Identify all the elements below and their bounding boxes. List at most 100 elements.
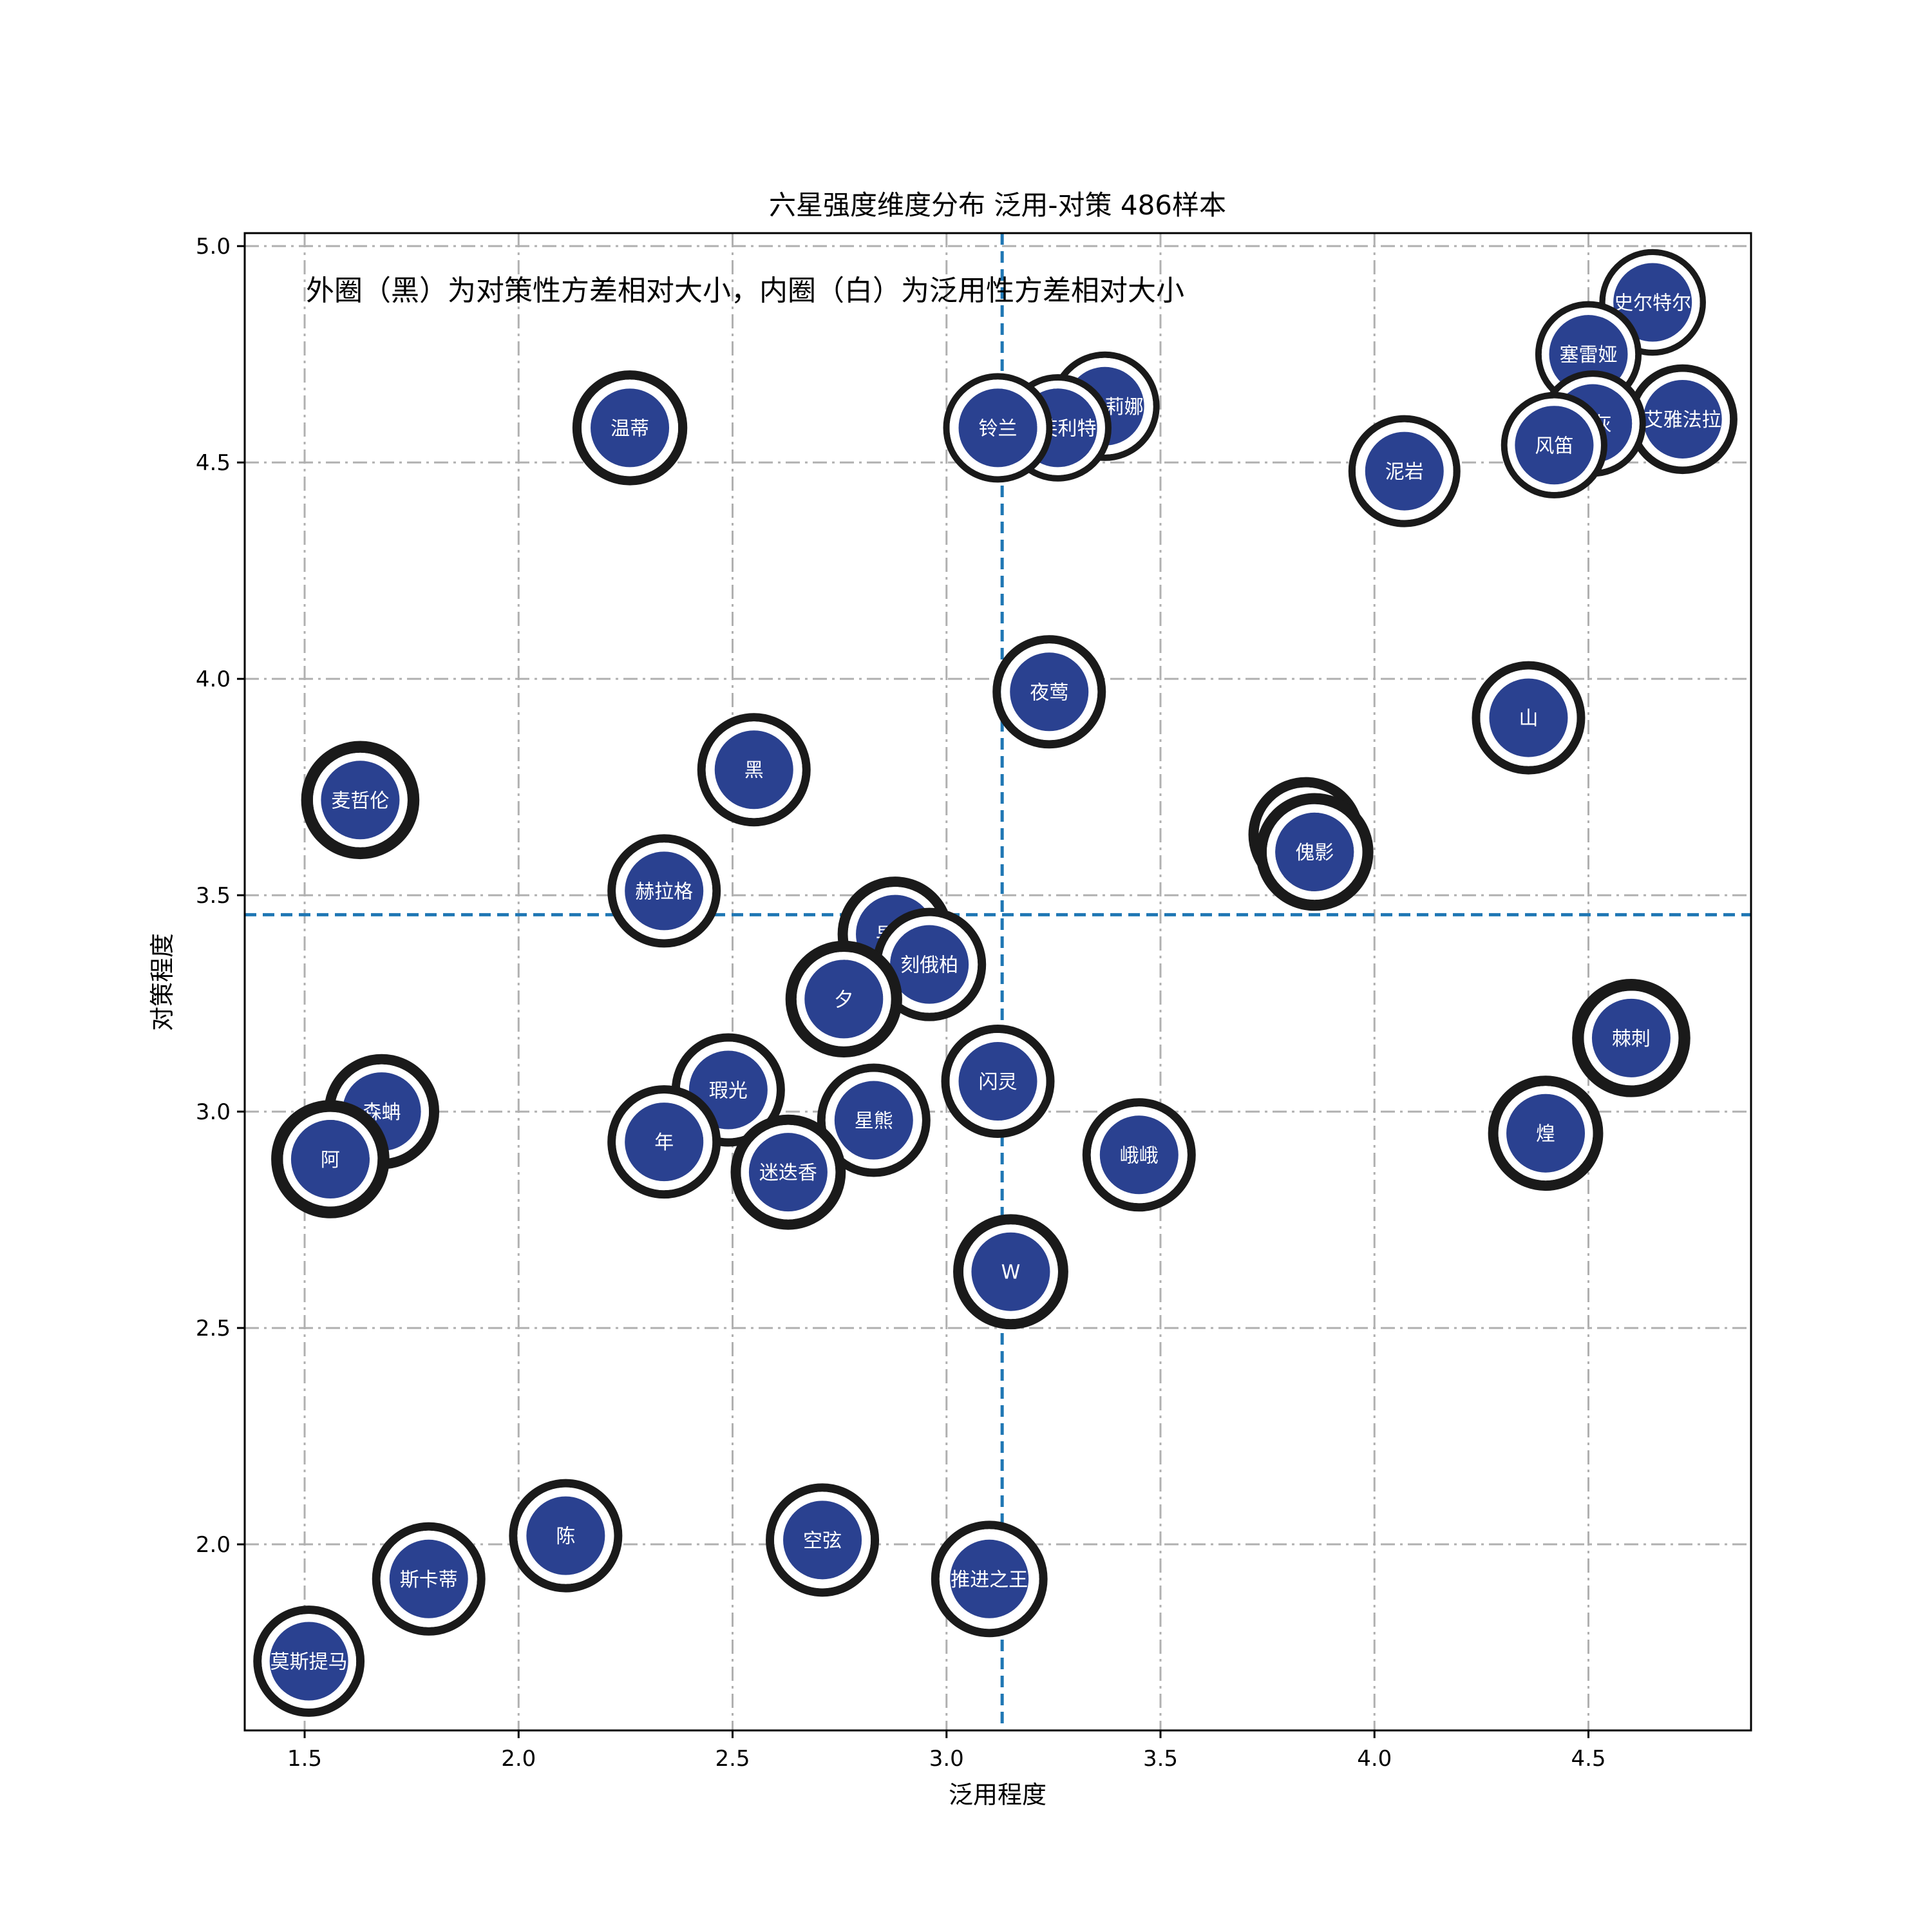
data-point: 煌 [1488,1075,1604,1191]
outer-ring [1082,1098,1196,1212]
point-marker [1515,406,1594,485]
x-tick-label: 4.0 [1357,1746,1392,1772]
inner-ring [949,1033,1046,1130]
x-tick-label: 4.5 [1571,1746,1605,1772]
inner-ring [1507,398,1601,492]
point-label: 傀影 [1295,842,1334,864]
point-label: 塞雷娅 [1559,344,1617,366]
point-label: 陈 [556,1526,575,1548]
data-point: 赫拉格 [607,834,721,948]
data-point: 温蒂 [572,370,688,486]
point-label: 刻俄柏 [900,954,958,977]
data-point: 山 [1472,661,1586,775]
inner-ring [825,1072,922,1169]
point-label: 莫斯提马 [270,1651,348,1673]
point-label: 温蒂 [611,417,649,440]
x-tick-label: 2.0 [501,1746,536,1772]
data-point: 斯卡蒂 [372,1522,486,1636]
point-label: 阿 [321,1149,340,1171]
x-axis-label: 泛用程度 [949,1781,1046,1809]
inner-ring [313,752,408,848]
point-label: 闪灵 [979,1071,1018,1094]
outer-ring [1472,661,1586,775]
point-marker [1489,678,1568,757]
inner-ring [1090,1106,1188,1204]
data-point: 闪灵 [941,1025,1055,1139]
inner-ring [705,721,802,819]
outer-ring [1348,415,1461,527]
inner-ring [380,1530,477,1627]
outer-ring [1255,793,1374,911]
chart-title: 六星强度维度分布 泛用-对策 486样本 [769,189,1226,221]
inner-ring [796,951,891,1046]
point-marker [389,1539,468,1618]
data-point: 铃兰 [943,373,1053,483]
inner-ring [517,1487,614,1584]
point-label: 煌 [1536,1123,1555,1146]
outer-ring [953,1214,1068,1330]
inner-ring [283,1112,378,1207]
point-marker [1643,379,1722,459]
point-marker [1275,812,1354,891]
data-point: 陈 [509,1479,623,1593]
inner-ring [939,1529,1039,1629]
inner-ring [261,1614,357,1709]
outer-ring [943,373,1053,483]
data-point: 艾雅法拉 [1627,364,1738,475]
point-marker [1591,998,1671,1077]
data-point: 风笛 [1501,392,1607,498]
y-tick-label: 3.0 [196,1099,231,1125]
outer-ring [372,1522,486,1636]
y-axis-ticks: 2.0 2.5 3.0 3.5 4.0 4.5 5.0 [196,234,245,1558]
data-point: 星熊 [817,1063,931,1177]
inner-ring [774,1492,871,1589]
inner-ring [1355,422,1454,520]
point-marker [591,388,670,468]
point-marker [748,1133,828,1212]
data-point: 刻俄柏 [873,907,987,1021]
point-label: 铃兰 [979,417,1018,440]
inner-ring [741,1124,836,1220]
point-label: 棘刺 [1612,1028,1651,1050]
data-point: 泥岩 [1348,415,1461,527]
point-marker [971,1232,1050,1311]
data-point: 黑 [697,713,811,827]
outer-ring [607,834,721,948]
data-point: 峨峨 [1082,1098,1196,1212]
outer-ring [301,741,420,860]
variance-note: 外圈（黑）为对策性方差相对大小，内圈（白）为泛用性方差相对大小 [306,274,1184,307]
outer-ring [1488,1075,1604,1191]
grid [245,233,1751,1730]
inner-ring [1480,669,1577,766]
x-tick-label: 2.5 [715,1746,750,1772]
y-axis-label: 对策程度 [148,933,176,1031]
point-marker [714,730,793,810]
data-points: 史尔特尔塞雷娅艾雅法拉银灰风笛泥岩安洁莉娜伊芙利特铃兰温蒂夜莺山麦哲伦黑能天使傀… [253,249,1738,1717]
outer-ring [1572,979,1690,1097]
point-marker [783,1501,862,1580]
point-marker [1010,652,1089,732]
y-tick-label: 4.5 [196,450,231,476]
point-marker [1099,1115,1179,1195]
outer-ring [697,713,811,827]
point-label: 夜莺 [1030,681,1068,704]
outer-ring [607,1085,721,1199]
point-marker [950,1539,1029,1618]
inner-ring [949,379,1046,477]
inner-ring [1605,255,1700,350]
reference-lines [245,233,1751,1730]
point-marker [958,1042,1037,1121]
y-tick-label: 3.5 [196,883,231,909]
point-marker [1506,1094,1586,1173]
data-point: 年 [607,1085,721,1199]
inner-ring [1001,643,1098,741]
point-marker [269,1622,348,1701]
data-point: 阿 [271,1100,390,1218]
inner-ring [1498,1086,1593,1181]
inner-ring [616,842,713,940]
point-marker [804,960,884,1039]
point-label: 峨峨 [1120,1144,1159,1167]
data-point: 迷迭香 [730,1114,846,1230]
point-label: 赫拉格 [635,880,693,903]
